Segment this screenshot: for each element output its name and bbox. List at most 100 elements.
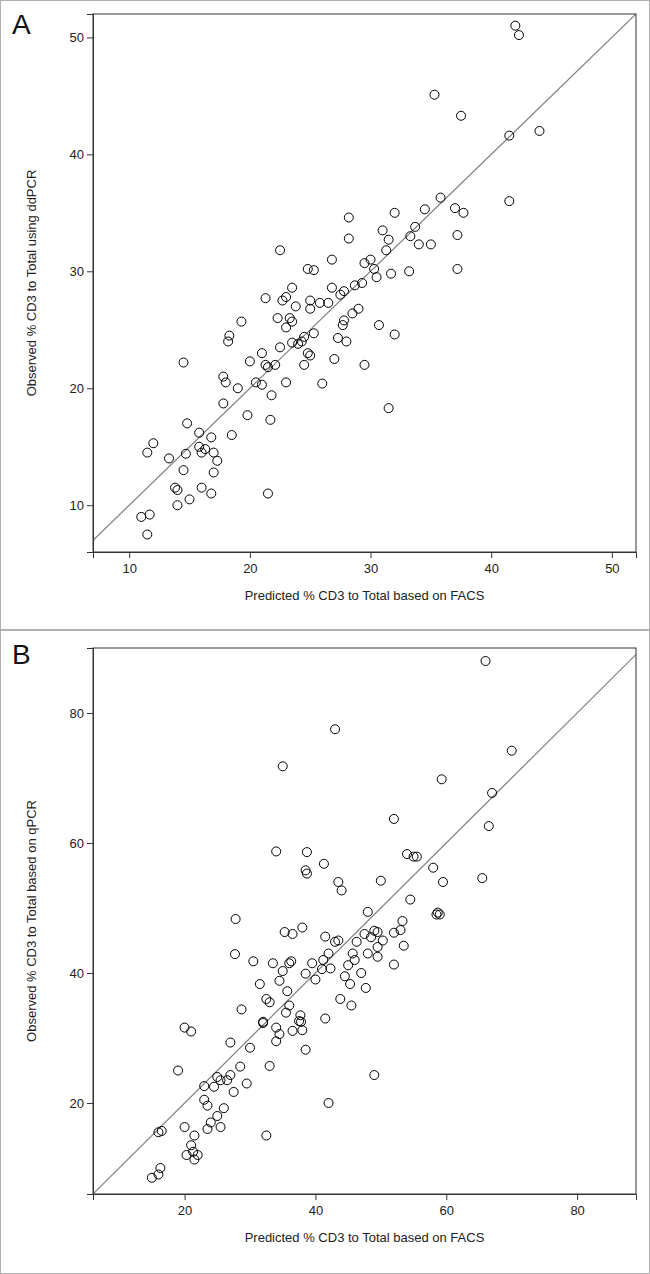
point [406, 895, 415, 904]
panel-border [1, 1, 650, 630]
point [242, 1079, 251, 1088]
x-tick: 10 [122, 552, 136, 576]
x-tick: 50 [605, 552, 619, 576]
x-tick-mark [612, 552, 613, 558]
point [298, 1026, 307, 1035]
point [157, 1126, 166, 1135]
point [511, 21, 520, 30]
y-tick-label: 20 [70, 381, 84, 396]
x-tick-label: 20 [178, 1203, 192, 1218]
point [219, 372, 228, 381]
point [315, 298, 324, 307]
point [275, 1030, 284, 1039]
point [288, 317, 297, 326]
y-tick-label: 30 [70, 264, 84, 279]
point [357, 969, 366, 978]
x-axis-line [94, 1195, 637, 1201]
y-tick: 60 [70, 836, 93, 851]
point [197, 448, 206, 457]
point [173, 501, 182, 510]
x-tick-label: 40 [484, 561, 498, 576]
point [433, 908, 442, 917]
y-tick-label: 40 [70, 966, 84, 981]
x-axis-title: Predicted % CD3 to Total based on FACS [245, 1230, 485, 1245]
point [309, 266, 318, 275]
point [373, 928, 382, 937]
point [246, 1043, 255, 1052]
plot-frame [93, 648, 636, 1194]
point [288, 1026, 297, 1035]
y-tick: 20 [70, 381, 93, 396]
point [306, 351, 315, 360]
point [435, 910, 444, 919]
point [327, 283, 336, 292]
point [282, 293, 291, 302]
point [453, 264, 462, 273]
point [426, 240, 435, 249]
x-tick: 40 [484, 552, 498, 576]
point [213, 456, 222, 465]
x-axis-line [94, 553, 637, 559]
point [156, 1164, 165, 1173]
point [376, 876, 385, 885]
point [287, 957, 296, 966]
point [267, 391, 276, 400]
point [354, 304, 363, 313]
point [370, 264, 379, 273]
x-tick-label: 50 [605, 561, 619, 576]
point [230, 950, 239, 959]
point [321, 1014, 330, 1023]
point [278, 296, 287, 305]
plot-area [93, 14, 636, 552]
point [193, 1151, 202, 1160]
x-axis-title: Predicted % CD3 to Total based on FACS [245, 588, 485, 603]
point [288, 338, 297, 347]
x-tick: 80 [570, 1194, 584, 1218]
point [213, 1112, 222, 1121]
point [350, 956, 359, 965]
point [414, 240, 423, 249]
y-tick: 40 [70, 966, 93, 981]
y-axis-line [87, 15, 94, 553]
point [396, 926, 405, 935]
point [303, 264, 312, 273]
point [505, 197, 514, 206]
point [308, 959, 317, 968]
point [301, 1045, 310, 1054]
point [327, 255, 336, 264]
point [336, 995, 345, 1004]
point [373, 943, 382, 952]
y-tick-label: 10 [70, 498, 84, 513]
y-axis: 1020304050 [70, 15, 94, 553]
point [453, 231, 462, 240]
point [143, 448, 152, 457]
point [358, 279, 367, 288]
x-tick: 20 [178, 1194, 192, 1218]
point [309, 329, 318, 338]
point [363, 907, 372, 916]
point [372, 273, 381, 282]
point [237, 1005, 246, 1014]
y-tick-label: 50 [70, 30, 84, 45]
point [190, 1131, 199, 1140]
point [398, 917, 407, 926]
point [430, 90, 439, 99]
point [278, 762, 287, 771]
point [331, 725, 340, 734]
point [429, 863, 438, 872]
point [245, 357, 254, 366]
x-axis: 1020304050 [94, 552, 637, 576]
point [324, 949, 333, 958]
point [282, 378, 291, 387]
point [203, 1101, 212, 1110]
x-tick-mark [129, 552, 130, 558]
point [436, 193, 445, 202]
point [339, 316, 348, 325]
point [179, 466, 188, 475]
point [273, 314, 282, 323]
point [390, 330, 399, 339]
point [300, 332, 309, 341]
point [321, 932, 330, 941]
point [265, 998, 274, 1007]
point [145, 510, 154, 519]
